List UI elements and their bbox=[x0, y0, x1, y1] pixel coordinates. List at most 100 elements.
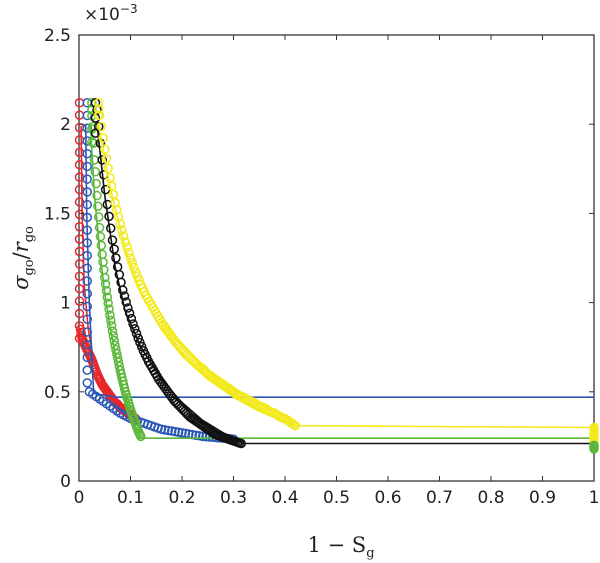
data-point bbox=[290, 420, 301, 431]
data-point bbox=[160, 425, 170, 435]
data-point bbox=[122, 242, 132, 253]
data-point bbox=[93, 121, 104, 132]
data-point bbox=[98, 133, 108, 143]
data-point bbox=[123, 303, 133, 313]
axes: 0 0.1 0.2 0.3 0.4 0.5 0.6 0.7 0.8 0.9 1 0 0.5 1 1.5 2 2.… bbox=[44, 26, 599, 508]
data-point bbox=[88, 138, 99, 148]
data-point bbox=[124, 308, 135, 319]
data-point bbox=[156, 424, 167, 435]
data-point bbox=[82, 238, 92, 248]
data-point bbox=[129, 262, 139, 273]
data-point bbox=[93, 104, 104, 114]
data-point bbox=[93, 212, 104, 222]
series-5 bbox=[93, 98, 595, 431]
data-point bbox=[106, 223, 116, 234]
y-tick-label: 0.5 bbox=[44, 383, 71, 403]
data-point bbox=[115, 219, 125, 229]
data-point bbox=[104, 304, 114, 314]
data-point bbox=[90, 167, 101, 177]
data-point bbox=[106, 321, 117, 331]
end-markers bbox=[589, 440, 599, 454]
data-point bbox=[119, 383, 130, 393]
y-tick-label: 1.5 bbox=[44, 204, 71, 224]
data-point bbox=[96, 121, 107, 132]
x-tick-label: 0.3 bbox=[220, 488, 247, 508]
data-point bbox=[197, 431, 208, 442]
data-point bbox=[74, 234, 85, 244]
data-point bbox=[130, 324, 140, 334]
data-point bbox=[173, 427, 184, 437]
y-tick-label: 1 bbox=[60, 294, 71, 314]
data-point bbox=[124, 247, 134, 258]
data-point bbox=[127, 258, 137, 268]
data-point bbox=[96, 240, 107, 251]
data-point bbox=[125, 253, 136, 263]
data-point bbox=[109, 335, 119, 346]
data-point bbox=[163, 425, 174, 436]
data-point bbox=[106, 315, 116, 326]
data-point bbox=[82, 327, 92, 337]
data-point bbox=[107, 235, 118, 245]
data-point bbox=[82, 263, 92, 274]
data-point bbox=[117, 225, 127, 235]
data-point bbox=[236, 438, 246, 449]
data-point bbox=[82, 110, 92, 121]
data-point bbox=[74, 271, 85, 282]
data-point bbox=[107, 326, 118, 336]
data-point bbox=[119, 291, 130, 301]
data-point bbox=[82, 378, 92, 388]
data-point bbox=[118, 231, 129, 241]
data-point bbox=[82, 250, 92, 261]
data-point bbox=[101, 285, 112, 296]
data-point bbox=[74, 259, 85, 269]
data-point bbox=[74, 246, 85, 257]
data-point bbox=[100, 272, 110, 283]
y-axis-label: σgo/rgo bbox=[9, 226, 37, 290]
plot-area bbox=[78, 34, 595, 482]
data-point bbox=[190, 430, 201, 440]
data-point bbox=[82, 199, 92, 210]
data-point bbox=[97, 155, 107, 165]
x-tick-label: 0.8 bbox=[477, 488, 504, 508]
y-tick-label: 2 bbox=[60, 115, 71, 135]
x-tick-label: 0 bbox=[74, 488, 85, 508]
data-point bbox=[108, 331, 119, 341]
data-point bbox=[100, 279, 111, 289]
x-tick-label: 0.2 bbox=[168, 488, 195, 508]
data-point bbox=[82, 187, 92, 197]
data-point bbox=[93, 98, 104, 108]
data-point bbox=[131, 328, 142, 339]
data-point bbox=[194, 431, 204, 441]
series-4 bbox=[90, 98, 594, 449]
end-markers bbox=[589, 422, 599, 447]
data-point bbox=[82, 352, 92, 363]
data-point bbox=[170, 426, 180, 437]
data-point bbox=[92, 190, 102, 201]
data-point bbox=[82, 365, 92, 375]
series-line bbox=[84, 124, 594, 399]
x-tick-label: 0.9 bbox=[529, 488, 556, 508]
data-point bbox=[100, 144, 110, 154]
data-point bbox=[120, 237, 131, 247]
data-point bbox=[288, 419, 299, 430]
data-point bbox=[91, 178, 101, 189]
data-point bbox=[101, 153, 112, 164]
data-point bbox=[111, 253, 121, 263]
data-point bbox=[93, 201, 103, 212]
data-point bbox=[589, 422, 599, 433]
x-tick-label: 0.4 bbox=[271, 488, 298, 508]
data-point bbox=[82, 212, 92, 223]
data-point bbox=[74, 296, 85, 306]
data-point bbox=[82, 301, 92, 312]
y-tick-label: 2.5 bbox=[44, 26, 71, 46]
x-axis-label: 1 − Sg bbox=[307, 533, 374, 561]
x-tick-label: 0.1 bbox=[117, 488, 144, 508]
x-tick-label: 0.7 bbox=[426, 488, 453, 508]
series-layer bbox=[74, 98, 599, 454]
data-point bbox=[177, 428, 187, 438]
data-point bbox=[94, 222, 105, 233]
data-point bbox=[121, 297, 131, 307]
data-point bbox=[94, 110, 105, 121]
data-point bbox=[95, 231, 106, 242]
